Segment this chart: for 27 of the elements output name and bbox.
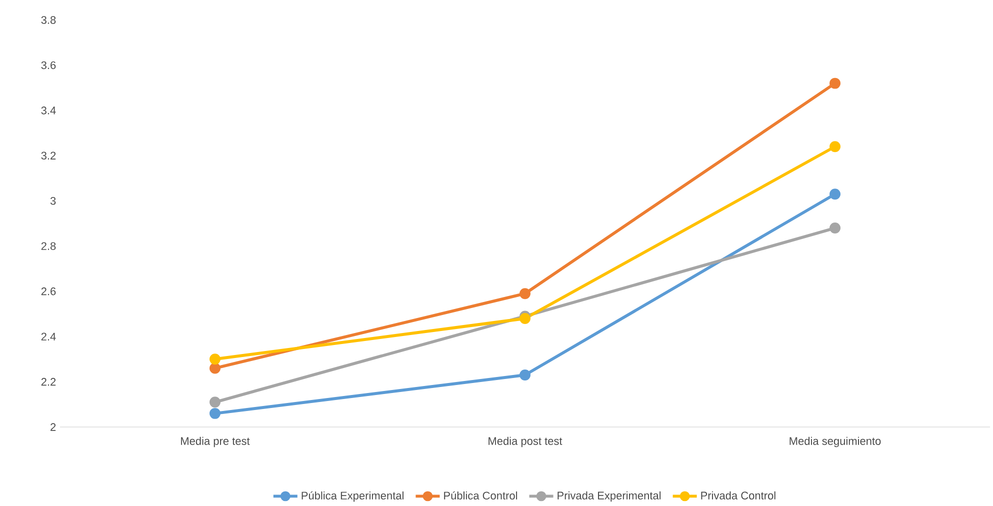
point	[830, 222, 841, 234]
point	[210, 396, 220, 408]
y-tick-label: 3.6	[41, 61, 56, 70]
y-tick-label: 2.4	[41, 332, 56, 340]
point	[830, 141, 841, 152]
point	[210, 362, 220, 374]
legend-label: Pública Control	[444, 491, 518, 500]
point	[520, 288, 530, 300]
y-tick-label: 3.8	[41, 16, 56, 24]
point	[210, 354, 220, 365]
y-tick-label: 3	[50, 196, 56, 205]
y-tick-label: 2.8	[41, 242, 56, 250]
point	[830, 188, 841, 200]
point	[210, 408, 220, 419]
y-tick-label: 3.2	[41, 152, 56, 160]
y-tick-label: 2	[50, 423, 56, 431]
point	[830, 78, 841, 89]
legend-label: Pública Experimental	[302, 491, 404, 502]
legend-label: Privada Experimental	[558, 491, 661, 502]
y-tick-label: 2.2	[41, 378, 56, 386]
x-tick-label: Media seguimiento	[790, 436, 881, 448]
point	[520, 369, 530, 380]
y-tick-label: 3.4	[41, 106, 56, 114]
legend-label: Privada Control	[701, 491, 776, 500]
y-tick-label: 2.6	[41, 287, 56, 296]
x-tick-label: Media pre test	[181, 436, 250, 448]
x-tick-label: Media post test	[488, 436, 562, 448]
